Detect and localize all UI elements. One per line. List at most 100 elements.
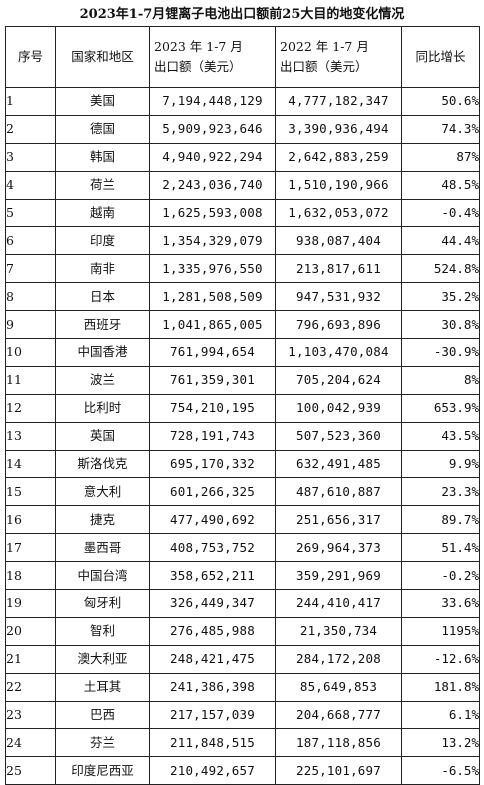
- row-export-2022: 507,523,360: [275, 421, 402, 451]
- row-region: 巴西: [55, 700, 150, 730]
- row-export-2022: 213,817,611: [275, 254, 402, 284]
- row-export-2023: 241,386,398: [149, 672, 276, 702]
- row-yoy-growth: -6.5%: [401, 756, 480, 785]
- row-export-2023: 477,490,692: [149, 505, 276, 535]
- row-region: 捷克: [55, 505, 150, 535]
- row-export-2022: 21,350,734: [275, 616, 402, 646]
- row-export-2022: 796,693,896: [275, 310, 402, 340]
- row-export-2022: 1,510,190,966: [275, 170, 402, 200]
- header-index: 序号: [5, 26, 56, 88]
- row-region: 土耳其: [55, 672, 150, 702]
- row-index: 12: [5, 393, 56, 423]
- row-export-2022: 225,101,697: [275, 756, 402, 785]
- row-export-2023: 408,753,752: [149, 533, 276, 563]
- row-yoy-growth: 524.8%: [401, 254, 480, 284]
- row-index: 11: [5, 365, 56, 395]
- table-row: 17 墨西哥 408,753,752 269,964,373 51.4%: [5, 533, 480, 563]
- row-index: 25: [5, 756, 56, 785]
- row-yoy-growth: 50.6%: [401, 87, 480, 116]
- row-region: 德国: [55, 114, 150, 144]
- row-export-2022: 3,390,936,494: [275, 114, 402, 144]
- row-index: 21: [5, 644, 56, 674]
- table-row: 15 意大利 601,266,325 487,610,887 23.3%: [5, 477, 480, 507]
- header-2023-measure: 出口额（美元）: [154, 59, 242, 74]
- row-region: 南非: [55, 254, 150, 284]
- header-2022: 2022 年 1-7 月 出口额（美元）: [275, 26, 402, 88]
- table-row: 6 印度 1,354,329,079 938,087,404 44.4%: [5, 226, 480, 256]
- row-export-2023: 1,281,508,509: [149, 282, 276, 312]
- row-index: 8: [5, 282, 56, 312]
- row-export-2023: 248,421,475: [149, 644, 276, 674]
- row-yoy-growth: 44.4%: [401, 226, 480, 256]
- row-export-2023: 1,041,865,005: [149, 310, 276, 340]
- table-row: 4 荷兰 2,243,036,740 1,510,190,966 48.5%: [5, 170, 480, 200]
- row-region: 芬兰: [55, 728, 150, 758]
- table-row: 2 德国 5,909,923,646 3,390,936,494 74.3%: [5, 114, 480, 144]
- row-export-2023: 695,170,332: [149, 449, 276, 479]
- row-export-2023: 601,266,325: [149, 477, 276, 507]
- row-yoy-growth: 9.9%: [401, 449, 480, 479]
- row-index: 9: [5, 310, 56, 340]
- row-region: 印度: [55, 226, 150, 256]
- row-yoy-growth: -0.4%: [401, 198, 480, 228]
- row-yoy-growth: 653.9%: [401, 393, 480, 423]
- header-region: 国家和地区: [55, 26, 150, 88]
- row-index: 15: [5, 477, 56, 507]
- row-export-2023: 754,210,195: [149, 393, 276, 423]
- table-row: 12 比利时 754,210,195 100,042,939 653.9%: [5, 393, 480, 423]
- row-index: 14: [5, 449, 56, 479]
- row-yoy-growth: 30.8%: [401, 310, 480, 340]
- row-index: 13: [5, 421, 56, 451]
- row-region: 智利: [55, 616, 150, 646]
- row-export-2023: 217,157,039: [149, 700, 276, 730]
- row-yoy-growth: 87%: [401, 142, 480, 172]
- row-export-2023: 211,848,515: [149, 728, 276, 758]
- row-yoy-growth: 43.5%: [401, 421, 480, 451]
- row-region: 澳大利亚: [55, 644, 150, 674]
- row-index: 19: [5, 589, 56, 618]
- row-index: 5: [5, 198, 56, 228]
- row-export-2022: 705,204,624: [275, 365, 402, 395]
- row-export-2023: 358,652,211: [149, 561, 276, 591]
- row-export-2022: 1,632,053,072: [275, 198, 402, 228]
- row-index: 18: [5, 561, 56, 591]
- row-region: 意大利: [55, 477, 150, 507]
- row-index: 10: [5, 338, 56, 367]
- row-yoy-growth: 8%: [401, 365, 480, 395]
- table-row: 9 西班牙 1,041,865,005 796,693,896 30.8%: [5, 310, 480, 340]
- row-yoy-growth: 6.1%: [401, 700, 480, 730]
- row-export-2022: 947,531,932: [275, 282, 402, 312]
- header-2023-period: 2023 年 1-7 月: [154, 39, 243, 54]
- row-export-2022: 269,964,373: [275, 533, 402, 563]
- header-yoy: 同比增长: [401, 26, 480, 88]
- row-yoy-growth: 1195%: [401, 616, 480, 646]
- row-export-2023: 1,354,329,079: [149, 226, 276, 256]
- row-export-2022: 632,491,485: [275, 449, 402, 479]
- table-row: 7 南非 1,335,976,550 213,817,611 524.8%: [5, 254, 480, 284]
- row-export-2022: 938,087,404: [275, 226, 402, 256]
- row-region: 匈牙利: [55, 589, 150, 618]
- table-row: 13 英国 728,191,743 507,523,360 43.5%: [5, 421, 480, 451]
- row-region: 韩国: [55, 142, 150, 172]
- table-row: 16 捷克 477,490,692 251,656,317 89.7%: [5, 505, 480, 535]
- row-region: 墨西哥: [55, 533, 150, 563]
- row-export-2022: 4,777,182,347: [275, 87, 402, 116]
- row-yoy-growth: 51.4%: [401, 533, 480, 563]
- row-export-2023: 276,485,988: [149, 616, 276, 646]
- row-index: 4: [5, 170, 56, 200]
- table-row: 22 土耳其 241,386,398 85,649,853 181.8%: [5, 672, 480, 702]
- row-yoy-growth: -0.2%: [401, 561, 480, 591]
- row-export-2023: 761,359,301: [149, 365, 276, 395]
- row-export-2023: 1,335,976,550: [149, 254, 276, 284]
- table-row: 23 巴西 217,157,039 204,668,777 6.1%: [5, 700, 480, 730]
- table-body: 1 美国 7,194,448,129 4,777,182,347 50.6% 2 德国 5,9…: [5, 87, 480, 785]
- header-2022-period: 2022 年 1-7 月: [280, 39, 369, 54]
- row-index: 16: [5, 505, 56, 535]
- row-yoy-growth: -12.6%: [401, 644, 480, 674]
- row-index: 17: [5, 533, 56, 563]
- row-export-2023: 1,625,593,008: [149, 198, 276, 228]
- table-row: 10 中国香港 761,994,654 1,103,470,084 -30.9%: [5, 338, 480, 367]
- row-region: 美国: [55, 87, 150, 116]
- table-row: 14 斯洛伐克 695,170,332 632,491,485 9.9%: [5, 449, 480, 479]
- row-region: 波兰: [55, 365, 150, 395]
